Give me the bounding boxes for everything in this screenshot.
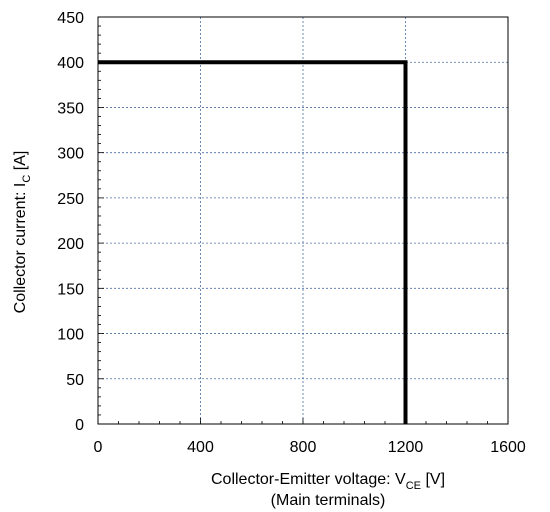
y-axis-title-unit: [A] (12, 151, 29, 175)
y-tick-label-450: 450 (57, 10, 84, 27)
y-tick-label-400: 400 (57, 55, 84, 72)
x-tick-label-1600: 1600 (490, 439, 526, 456)
y-tick-label-250: 250 (57, 191, 84, 208)
y-tick-labels: 0 50 100 150 200 250 300 350 400 450 (57, 10, 84, 434)
x-tick-label-1200: 1200 (388, 439, 424, 456)
x-tick-label-800: 800 (290, 439, 317, 456)
y-tick-label-350: 350 (57, 100, 84, 117)
y-tick-label-0: 0 (75, 417, 84, 434)
grid (98, 17, 508, 424)
y-tick-label-300: 300 (57, 146, 84, 163)
y-tick-label-50: 50 (66, 372, 84, 389)
x-tick-label-400: 400 (187, 439, 214, 456)
x-axis-title: Collector-Emitter voltage: VCE [V] (211, 471, 445, 492)
y-axis-title: Collector current: IC [A] (12, 151, 33, 314)
x-tick-labels: 0 400 800 1200 1600 (94, 439, 526, 456)
series (98, 60, 408, 424)
rbsoa-series-line-0 (98, 60, 408, 424)
plot-frame (97, 16, 509, 425)
y-tick-label-200: 200 (57, 236, 84, 253)
x-axis-title-main: Collector-Emitter voltage: V (211, 471, 406, 488)
x-axis-note: (Main terminals) (271, 492, 386, 509)
y-tick-label-100: 100 (57, 327, 84, 344)
y-axis-title-subscript: C (21, 175, 33, 183)
y-axis-title-main: Collector current: I (12, 183, 29, 314)
x-axis-title-subscript: CE (406, 480, 421, 492)
x-axis-title-unit: [V] (421, 471, 445, 488)
y-tick-label-150: 150 (57, 281, 84, 298)
x-tick-label-0: 0 (94, 439, 103, 456)
